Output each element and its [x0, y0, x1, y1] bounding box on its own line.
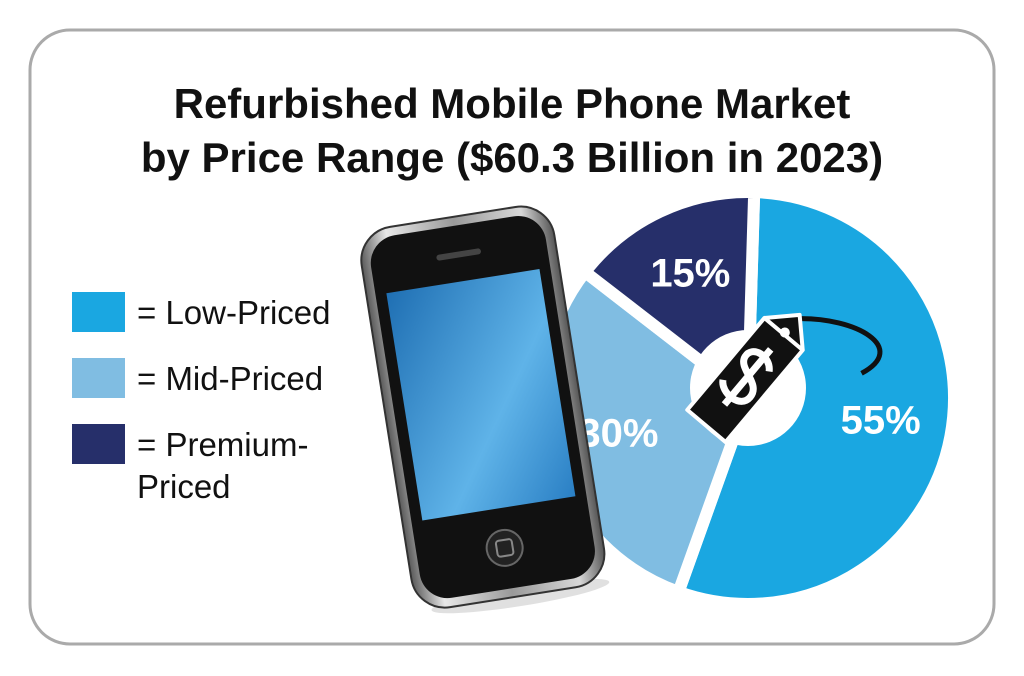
pie-slice	[670, 185, 960, 610]
data-label: 30%	[578, 411, 658, 455]
legend-label: = Mid-Priced	[137, 360, 324, 397]
legend-item: = Premium-Priced	[72, 424, 342, 508]
legend: = Low-Priced = Mid-Priced = Premium-Priced	[72, 292, 342, 532]
legend-swatch	[72, 292, 125, 332]
legend-item: = Low-Priced	[72, 292, 342, 334]
data-label: 55%	[841, 399, 921, 443]
legend-swatch	[72, 358, 125, 398]
title-line: Refurbished Mobile Phone Market	[174, 80, 851, 127]
legend-item: = Mid-Priced	[72, 358, 342, 400]
title-line: by Price Range ($60.3 Billion in 2023)	[141, 134, 883, 181]
legend-swatch	[72, 424, 125, 464]
legend-label: = Low-Priced	[137, 294, 331, 331]
legend-label: = Premium-Priced	[137, 426, 309, 505]
price-tag-icon	[685, 312, 883, 445]
data-label: 15%	[650, 251, 730, 295]
phone	[360, 205, 610, 614]
